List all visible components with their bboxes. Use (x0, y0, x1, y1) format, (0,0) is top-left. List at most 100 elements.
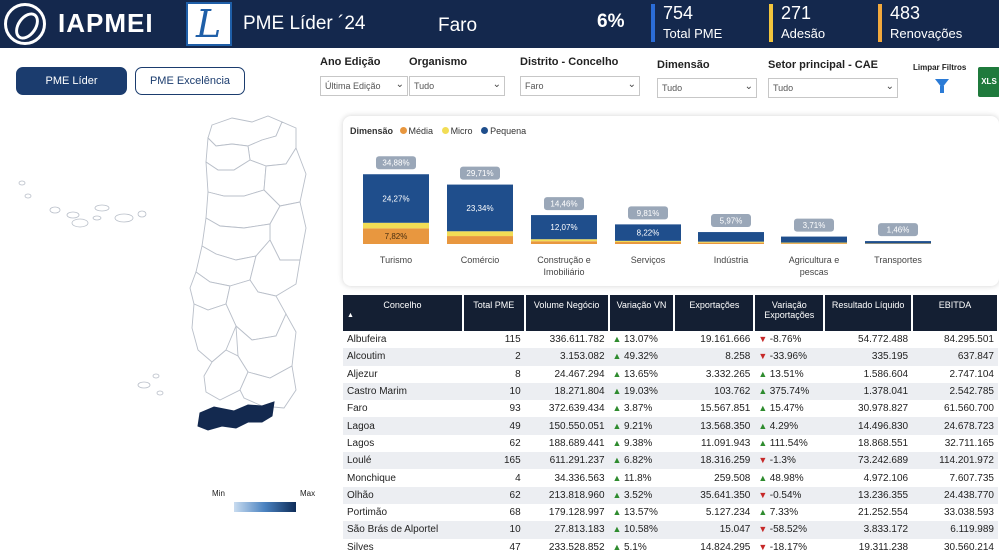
map-legend-max: Max (300, 489, 316, 498)
page-title: PME Líder ´24 (243, 13, 366, 34)
variation-value: 3.52% (623, 489, 653, 501)
trend-up-icon: ▲ (612, 455, 624, 466)
cell-exportacoes: 8.258 (674, 348, 755, 366)
filter-setor-cae: Setor principal - CAE Tudo ⌄ (768, 56, 898, 98)
cell-variacao-exportacoes: ▼ -18.17% (754, 539, 824, 556)
cell-volume-negocio: 213.818.960 (524, 486, 609, 504)
cell-resultado-liquido: 1.586.604 (863, 368, 909, 380)
col-header-total-pme[interactable]: Total PME (462, 295, 526, 331)
faro-district-highlight[interactable] (197, 401, 275, 431)
setor-cae-select[interactable]: Tudo ⌄ (768, 78, 898, 98)
trend-up-icon: ▲ (612, 403, 624, 414)
table-row[interactable]: Castro Marim 10 18.271.804 ▲ 19.03% 103.762 ▲… (343, 382, 998, 401)
bar-segment-micro (447, 231, 513, 237)
trend-down-icon: ▼ (758, 541, 770, 552)
dimensao-select[interactable]: Tudo ⌄ (657, 78, 757, 98)
sort-asc-icon[interactable]: ▲ (347, 312, 354, 319)
cell-variacao-exportacoes: ▼ -1.3% (754, 452, 825, 470)
pme-excelencia-toggle[interactable]: PME Excelência (135, 67, 245, 95)
trend-up-icon: ▲ (612, 420, 624, 431)
col-header-ebitda[interactable]: EBITDA (912, 295, 999, 331)
kpi-accent-bar (769, 4, 773, 42)
trend-down-icon: ▼ (758, 455, 770, 466)
bar-data-label: 7,82% (385, 232, 408, 241)
cell-concelho: Albufeira (347, 334, 387, 346)
cell-variacao-exportacoes: ▼ -0.54% (754, 486, 825, 504)
table-row[interactable]: Olhão 62 213.818.960 ▲ 3.52% 35.641.350 ▼ -0.… (343, 486, 998, 504)
table-row[interactable]: Alcoutim 2 3.153.082 ▲ 49.32% 8.258 ▼ -33.96%… (343, 348, 998, 366)
chevron-down-icon: ⌄ (744, 81, 753, 92)
col-header-concelho[interactable]: Concelho ▲ (343, 295, 464, 331)
total-label-pill (711, 214, 751, 228)
cell-exportacoes: 15.567.851 (700, 403, 751, 415)
variation-value: -18.17% (769, 541, 807, 553)
col-header-volume-negocio[interactable]: Volume Negócio (524, 295, 610, 331)
organismo-select[interactable]: Tudo ⌄ (409, 76, 505, 96)
table-row[interactable]: Silves 47 233.528.852 ▲ 5.1% 14.824.295 ▼ -18… (343, 539, 998, 556)
variation-value: -58.52% (769, 524, 807, 536)
header-bar: IAPMEI L PME Líder ´24 Faro 6% 754 Total… (0, 0, 999, 48)
cell-volume-negocio: 336.611.782 (549, 334, 605, 346)
cell-total-pme: 68 (509, 507, 521, 519)
cell-resultado-liquido: 14.496.830 (824, 417, 913, 435)
cell-resultado-liquido: 73.242.689 (824, 452, 913, 470)
cell-variacao-vn: ▲ 19.03% (608, 382, 675, 401)
kpi-value: 754 (663, 3, 694, 23)
pme-lider-toggle[interactable]: PME Líder (16, 67, 127, 95)
cell-concelho: Aljezur (347, 368, 378, 380)
bar-segment-pequena (531, 215, 597, 240)
table-row[interactable]: Lagoa 49 150.550.051 ▲ 9.21% 13.568.350 ▲ 4.2… (343, 417, 998, 435)
variation-value: 13.65% (623, 368, 658, 380)
mainland-districts (189, 115, 307, 409)
cell-variacao-exportacoes: ▼ -58.52% (754, 521, 825, 539)
variation-value: 7.33% (769, 507, 799, 519)
export-xls-button[interactable]: XLS (978, 67, 999, 97)
kpi-label: Total PME (663, 26, 723, 41)
category-tick-label: pescas (800, 267, 829, 277)
pme-lider-logo-icon: L (186, 2, 232, 46)
cell-concelho: Faro (347, 403, 368, 415)
select-value: Última Edição (325, 81, 381, 91)
cell-variacao-vn: ▲ 10.58% (608, 521, 675, 539)
table-row[interactable]: Albufeira 115 336.611.782 ▲ 13.07% 19.161.66… (343, 331, 998, 348)
col-header-variacao-exportacoes[interactable]: Variação Exportações (754, 295, 826, 331)
cell-volume-negocio: 233.528.852 (548, 541, 605, 553)
table-row[interactable]: Monchique 4 34.336.563 ▲ 11.8% 259.508 ▲ 48.9… (343, 469, 998, 486)
cell-variacao-vn: ▲ 3.52% (608, 486, 675, 504)
total-label-pill (544, 197, 584, 211)
variation-value: 48.98% (769, 472, 804, 484)
cell-volume-negocio: 179.128.997 (548, 507, 605, 519)
cell-exportacoes: 3.332.265 (705, 368, 751, 380)
table-header-row: Concelho ▲ Total PME Volume Negócio Varia… (343, 295, 999, 331)
selected-district: Faro (438, 15, 478, 36)
table-row[interactable]: Portimão 68 179.128.997 ▲ 13.57% 5.127.234 ▲ … (343, 504, 998, 521)
cell-resultado-liquido: 21.252.554 (858, 507, 909, 519)
table-row[interactable]: São Brás de Alportel 10 27.813.183 ▲ 10.58%… (343, 521, 998, 539)
variation-value: 9.21% (623, 420, 653, 432)
filter-funnel-icon[interactable] (935, 79, 949, 88)
total-data-label: 3,71% (803, 221, 826, 230)
variation-value: 9.38% (623, 437, 653, 449)
legend-swatch-media (399, 127, 407, 134)
col-header-variacao-vn[interactable]: Variação VN (608, 295, 676, 331)
col-header-resultado-liquido[interactable]: Resultado Líquido (824, 295, 914, 331)
total-label-pill (460, 166, 500, 180)
cell-variacao-vn: ▲ 13.65% (609, 366, 675, 383)
table-row[interactable]: Loulé 165 611.291.237 ▲ 6.82% 18.316.259 ▼ -1… (343, 452, 998, 470)
distrito-concelho-select[interactable]: Faro ⌄ (520, 76, 640, 96)
table-row[interactable]: Faro 93 372.639.434 ▲ 3.87% 15.567.851 ▲ 15.4… (343, 400, 998, 417)
ano-edicao-select[interactable]: Última Edição ⌄ (320, 76, 408, 96)
cell-ebitda: 6.119.989 (912, 521, 998, 539)
clear-filters-label[interactable]: Limpar Filtros (913, 63, 967, 72)
table-body: Albufeira 115 336.611.782 ▲ 13.07% 19.161.66… (343, 331, 998, 556)
cell-ebitda: 33.038.593 (943, 507, 994, 519)
table-row[interactable]: Aljezur 8 24.467.294 ▲ 13.65% 3.332.265 ▲ 13.… (343, 366, 998, 383)
bar-segment-media (363, 228, 429, 244)
cell-concelho: Portimão (347, 507, 388, 519)
total-label-pill (628, 206, 668, 220)
cell-concelho: Silves (347, 541, 374, 553)
bar-segment-pequena (615, 224, 681, 241)
cell-resultado-liquido: 18.868.551 (858, 437, 909, 449)
col-header-exportacoes[interactable]: Exportações (674, 295, 756, 331)
table-row[interactable]: Lagos 62 188.689.441 ▲ 9.38% 11.091.943 ▲ 111… (343, 435, 998, 452)
